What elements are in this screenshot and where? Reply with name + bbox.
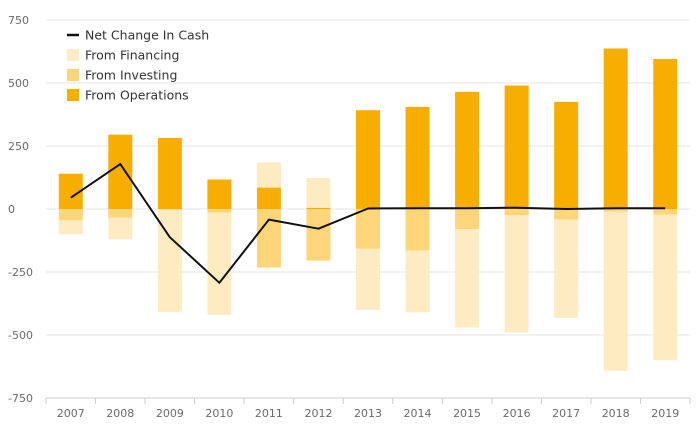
line-net-change-in-cash <box>70 163 666 284</box>
bar-from-financing-2013 <box>356 248 380 310</box>
bar-from-operations-2014 <box>405 106 430 209</box>
bar-from-financing-2010 <box>207 212 232 315</box>
legend: Net Change In Cash From Financing From Inv… <box>67 28 209 103</box>
bar-from-operations-2010 <box>207 179 232 209</box>
y-tick-label: 250 <box>8 140 29 153</box>
y-tick-label: 500 <box>8 77 29 90</box>
x-tick-label: 2019 <box>651 407 679 420</box>
bar-from-operations-2016 <box>504 85 529 209</box>
bar-from-financing-2007 <box>58 220 83 235</box>
x-tick-label: 2016 <box>503 407 531 420</box>
legend-swatch <box>67 49 79 61</box>
legend-label: From Financing <box>85 48 179 63</box>
bar-layer <box>58 48 678 371</box>
bar-from-operations-2007 <box>58 173 83 209</box>
bar-from-investing-2014 <box>405 209 430 251</box>
y-tick-label: 0 <box>8 203 15 216</box>
legend-item-from-operations: From Operations <box>67 88 189 103</box>
bar-from-operations-2009 <box>157 137 182 209</box>
bar-from-operations-2013 <box>356 110 380 209</box>
legend-item-from-financing: From Financing <box>67 48 179 63</box>
bar-from-financing-2012 <box>306 178 331 208</box>
x-tick-label: 2015 <box>453 407 481 420</box>
legend-swatch <box>67 69 79 81</box>
legend-item-from-investing: From Investing <box>67 68 177 83</box>
bar-from-financing-2015 <box>455 229 480 328</box>
bar-from-financing-2011 <box>256 162 281 188</box>
bar-from-investing-2017 <box>554 209 579 220</box>
bar-from-investing-2018 <box>603 209 628 212</box>
x-tick-label: 2011 <box>255 407 283 420</box>
bar-from-investing-2015 <box>455 209 480 230</box>
x-tick-label: 2018 <box>602 407 630 420</box>
legend-label: Net Change In Cash <box>85 28 209 43</box>
bar-from-operations-2015 <box>455 91 480 209</box>
legend-item-net-change-in-cash: Net Change In Cash <box>67 28 209 43</box>
x-tick-label: 2013 <box>354 407 382 420</box>
bar-from-investing-2012 <box>306 209 331 261</box>
x-tick-label: 2014 <box>404 407 432 420</box>
bar-from-investing-2008 <box>108 209 133 218</box>
bar-from-operations-2019 <box>653 59 678 210</box>
bar-from-investing-2007 <box>58 209 83 221</box>
line-layer <box>70 163 666 284</box>
bar-from-financing-2018 <box>603 211 628 371</box>
x-tick-label: 2007 <box>57 407 85 420</box>
legend-label: From Investing <box>85 68 177 83</box>
y-tick-label: -250 <box>8 266 33 279</box>
bar-from-investing-2013 <box>356 209 380 249</box>
bar-from-operations-2018 <box>603 48 628 210</box>
axis-layer: 750 500 250 0 -250 -500 -750 2007 2008 2009 2010 20… <box>8 14 691 420</box>
x-tick-label: 2009 <box>156 407 184 420</box>
bar-from-financing-2019 <box>653 214 678 361</box>
bar-from-investing-2011 <box>256 209 281 268</box>
bar-from-operations-2017 <box>554 101 579 209</box>
x-tick-label: 2012 <box>304 407 332 420</box>
x-tick-label: 2008 <box>106 407 134 420</box>
bar-from-operations-2012 <box>306 207 331 209</box>
x-tick-label: 2017 <box>552 407 580 420</box>
x-tick-label: 2010 <box>205 407 233 420</box>
y-tick-label: -500 <box>8 329 33 342</box>
bar-from-investing-2019 <box>653 209 678 215</box>
bar-from-investing-2010 <box>207 209 232 213</box>
y-tick-label: -750 <box>8 392 33 405</box>
legend-swatch <box>67 89 79 101</box>
bar-from-operations-2008 <box>108 134 133 209</box>
bar-from-financing-2014 <box>405 250 430 313</box>
y-tick-label: 750 <box>8 14 29 27</box>
bar-from-financing-2016 <box>504 215 529 333</box>
bar-from-financing-2017 <box>554 219 579 318</box>
bar-from-financing-2008 <box>108 217 133 240</box>
legend-label: From Operations <box>85 88 189 103</box>
bar-from-operations-2011 <box>256 187 281 209</box>
bar-from-investing-2009 <box>157 209 182 210</box>
bar-from-investing-2016 <box>504 209 529 216</box>
